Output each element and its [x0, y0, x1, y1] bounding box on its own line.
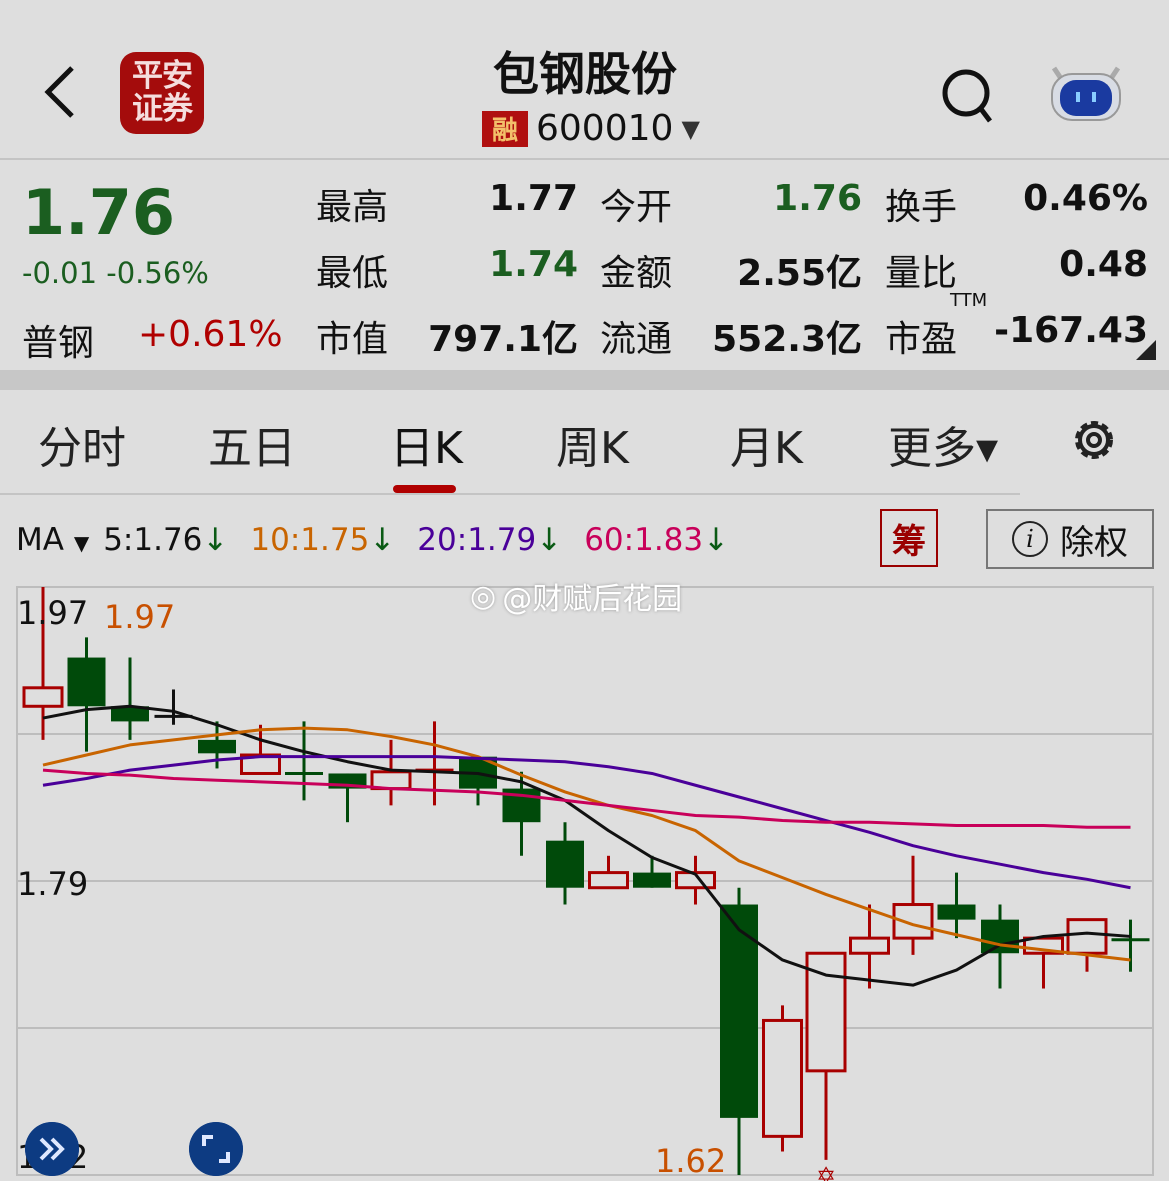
- candle-up: [762, 1018, 803, 1138]
- tab-2[interactable]: 日K: [390, 423, 463, 474]
- change-percent: -0.56%: [106, 256, 209, 290]
- ex-rights-button[interactable]: i 除权: [986, 509, 1154, 569]
- ma-line-ma20: [42, 755, 1131, 890]
- candle-down: [633, 872, 671, 888]
- down-arrow-icon: ↓: [703, 522, 730, 558]
- sector-name[interactable]: 普钢: [22, 323, 95, 364]
- candle-down: [981, 919, 1019, 954]
- sector-change: +0.61%: [138, 314, 283, 355]
- info-icon: i: [1012, 521, 1048, 557]
- quote-label: 市值: [316, 319, 389, 360]
- ma-line-ma60: [42, 768, 1131, 829]
- candle-down: [546, 840, 584, 888]
- candle-down: [937, 904, 976, 920]
- tab-divider: [0, 493, 1020, 495]
- quote-value: 0.48: [1059, 244, 1148, 285]
- quote-label: 最高: [316, 187, 389, 228]
- quote-value: -167.43: [994, 310, 1148, 351]
- quote-value: 552.3亿: [712, 319, 862, 360]
- back-icon[interactable]: [40, 62, 80, 122]
- ma-line-ma5: [42, 704, 1131, 987]
- chip-distribution-button[interactable]: 筹: [880, 509, 938, 567]
- tab-3[interactable]: 周K: [556, 423, 629, 474]
- active-tab-indicator: [393, 485, 456, 493]
- quote-value: 2.55亿: [737, 253, 862, 294]
- pe-ttm-label: TTM: [950, 290, 988, 311]
- quote-value: 797.1亿: [428, 319, 578, 360]
- weibo-icon: ◎: [470, 578, 497, 614]
- quote-label: 换手: [885, 187, 958, 228]
- section-divider: [0, 370, 1169, 390]
- ex-rights-label: 除权: [1060, 522, 1128, 563]
- broker-logo: 平安证券: [120, 52, 204, 134]
- down-arrow-icon: ↓: [369, 522, 396, 558]
- y-tick-top: 1.97: [17, 594, 89, 632]
- quote-label: 市盈: [885, 319, 958, 360]
- margin-badge: 融: [482, 110, 528, 147]
- tab-5[interactable]: 更多▾: [888, 423, 999, 474]
- header-divider: [0, 158, 1169, 160]
- candle-up: [805, 951, 847, 1073]
- candle-down: [67, 657, 106, 707]
- stock-code-selector[interactable]: 融 600010 ▼: [482, 108, 700, 149]
- quote-label: 金额: [600, 253, 673, 294]
- fast-forward-button[interactable]: [25, 1122, 79, 1176]
- fullscreen-button[interactable]: [189, 1122, 243, 1176]
- candle-down: [720, 904, 758, 1118]
- y-tick-mid: 1.79: [17, 865, 89, 903]
- ma-line-ma10: [42, 726, 1131, 962]
- stock-name: 包钢股份: [493, 47, 677, 101]
- dropdown-triangle-icon: ▼: [73, 531, 90, 555]
- quote-value: 1.76: [773, 178, 862, 219]
- tab-1[interactable]: 五日: [208, 423, 296, 474]
- high-price-label: 1.97: [104, 598, 176, 636]
- search-icon[interactable]: [940, 66, 996, 126]
- tab-4[interactable]: 月K: [730, 423, 803, 474]
- expand-corner-icon[interactable]: [1136, 340, 1156, 360]
- indicator-name[interactable]: MA ▼: [16, 522, 90, 558]
- ma-indicator-bar[interactable]: MA ▼ 5:1.76↓ 10:1.75↓ 20:1.79↓ 60:1.83↓: [16, 522, 729, 558]
- candle-up: [22, 686, 64, 708]
- down-arrow-icon: ↓: [202, 522, 229, 558]
- current-price: 1.76: [22, 176, 175, 249]
- stock-code: 600010: [536, 108, 674, 149]
- candle-down: [198, 739, 236, 754]
- watermark: ◎ @财赋后花园: [470, 578, 683, 618]
- candle-up: [849, 936, 890, 955]
- ma-value-1: 10:1.75↓: [250, 522, 396, 558]
- candle-up: [675, 871, 716, 890]
- down-arrow-icon: ↓: [536, 522, 563, 558]
- quote-value: 1.74: [489, 244, 578, 285]
- candle-up: [240, 753, 281, 775]
- gear-icon[interactable]: [1068, 414, 1120, 466]
- price-change: -0.01 -0.56%: [22, 256, 209, 290]
- quote-label: 最低: [316, 253, 389, 294]
- quote-label: 今开: [600, 187, 673, 228]
- dropdown-triangle-icon: ▼: [681, 114, 700, 143]
- quote-value: 1.77: [489, 178, 578, 219]
- kline-chart[interactable]: ✡: [0, 580, 1169, 1181]
- quote-label: 量比: [885, 253, 958, 294]
- change-value: -0.01: [22, 256, 98, 290]
- star-marker-icon: ✡: [816, 1162, 836, 1181]
- candle-up: [1066, 918, 1108, 955]
- ma-value-0: 5:1.76↓: [103, 522, 229, 558]
- candle-down: [111, 706, 149, 722]
- low-price-label: 1.62: [655, 1142, 727, 1180]
- tab-0[interactable]: 分时: [38, 423, 126, 474]
- robot-assistant-icon[interactable]: [1048, 64, 1124, 122]
- quote-value: 0.46%: [1023, 178, 1148, 219]
- ma-value-2: 20:1.79↓: [417, 522, 563, 558]
- candle-up: [588, 871, 629, 890]
- ma-value-3: 60:1.83↓: [584, 522, 730, 558]
- quote-label: 流通: [600, 319, 673, 360]
